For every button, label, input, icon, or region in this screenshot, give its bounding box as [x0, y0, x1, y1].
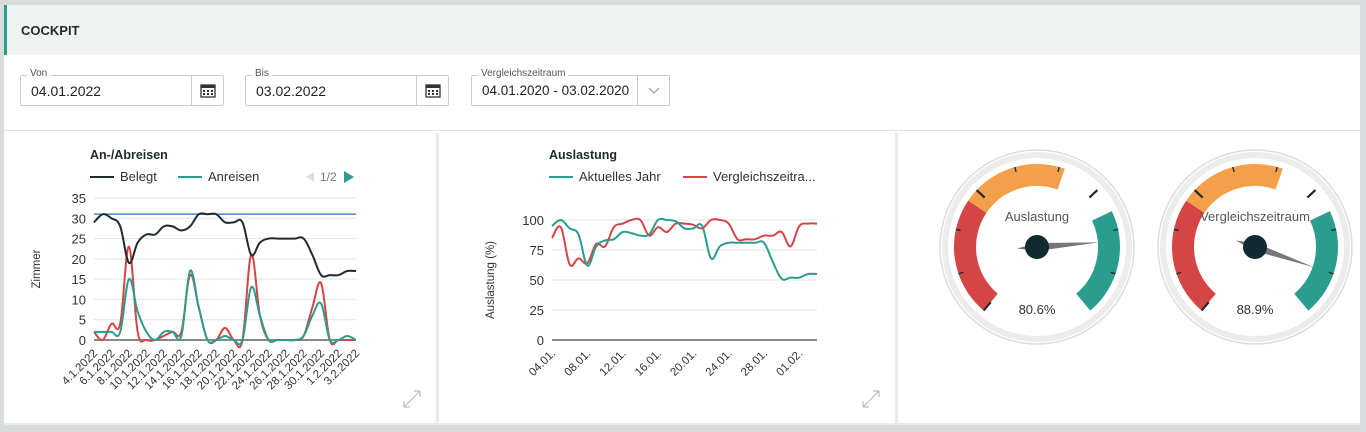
- x-tick-label: 01.02.: [774, 348, 805, 379]
- gauge-auslastung: Auslastung 80.6%: [939, 149, 1135, 345]
- series-line-belegt: [93, 212, 357, 278]
- gauge-tick: [1328, 271, 1334, 275]
- y-tick-label: 75: [530, 243, 544, 258]
- gauge-tick: [1110, 271, 1116, 275]
- gauge-tick: [1176, 271, 1182, 275]
- y-tick-label: 50: [530, 273, 544, 288]
- gauge-value: 88.9%: [1237, 302, 1274, 317]
- legend-label: Aktuelles Jahr: [579, 169, 661, 184]
- chevron-down-icon[interactable]: [637, 76, 669, 105]
- series-line-abreisen: [93, 245, 356, 349]
- gauge-band: [968, 164, 1065, 214]
- legend-prev-icon[interactable]: [306, 172, 314, 182]
- von-value[interactable]: 04.01.2022: [31, 82, 102, 99]
- gauge-vergleichszeitraum: Vergleichszeitraum 88.9%: [1157, 149, 1353, 345]
- gauge-tick: [1232, 166, 1235, 173]
- auslastung-panel: Auslastung Aktuelles Jahr Vergleichszeitra…: [439, 133, 895, 423]
- gauges-panel: Auslastung 80.6% Vergleichszeitraum 88.9%: [898, 133, 1360, 423]
- legend-label: Vergleichszeitra...: [713, 169, 816, 184]
- y-tick-label: 100: [522, 213, 544, 228]
- legend-label: Belegt: [120, 169, 157, 184]
- bis-value[interactable]: 03.02.2022: [256, 82, 327, 99]
- y-tick-label: 5: [79, 313, 86, 328]
- expand-icon[interactable]: [403, 390, 421, 408]
- y-tick-label: 25: [530, 303, 544, 318]
- von-label: Von: [27, 68, 51, 79]
- y-tick-label: 20: [72, 252, 86, 267]
- gauge-hub: [1025, 235, 1049, 259]
- gauge-tick: [1173, 228, 1179, 232]
- x-tick-label: 28.01.: [739, 348, 770, 379]
- y-axis-label: Zimmer: [31, 249, 43, 288]
- y-tick-label: 30: [72, 211, 86, 226]
- gauge-tick: [1275, 166, 1278, 173]
- legend-next-icon[interactable]: [344, 171, 354, 183]
- gauge-title: Vergleichszeitraum: [1200, 209, 1310, 224]
- x-tick-label: 24.01.: [704, 348, 735, 379]
- filter-bar: Von 04.01.2022 Bis 03.02.2022 Vergleichs…: [4, 55, 1360, 131]
- an-abreisen-panel: An-/Abreisen Belegt Anreisen 1/2 0 5 10 15 20 25 3…: [4, 133, 436, 423]
- bis-date-field[interactable]: Bis 03.02.2022: [245, 68, 449, 106]
- gauge-tick: [982, 301, 992, 312]
- legend-item[interactable]: Belegt: [90, 169, 157, 184]
- expand-icon[interactable]: [862, 390, 880, 408]
- legend-item[interactable]: Vergleichszeitra...: [683, 169, 816, 184]
- y-axis-label: Auslastung (%): [485, 241, 497, 319]
- chart-title: Auslastung: [549, 148, 617, 162]
- von-date-field[interactable]: Von 04.01.2022: [20, 68, 224, 106]
- y-tick-label: 15: [72, 272, 86, 287]
- legend-label: Anreisen: [208, 169, 259, 184]
- x-tick-label: 04.01.: [527, 348, 558, 379]
- gauge-hub: [1243, 235, 1267, 259]
- y-tick-label: 35: [72, 191, 86, 206]
- y-tick-label: 0: [79, 333, 86, 348]
- gauge-band: [1186, 164, 1283, 214]
- gauge-tick: [1331, 228, 1337, 232]
- gauge-tick: [1200, 301, 1210, 312]
- gauge-tick: [1193, 189, 1204, 199]
- legend-item[interactable]: Anreisen: [178, 169, 259, 184]
- x-tick-label: 12.01.: [598, 348, 629, 379]
- vergleich-label: Vergleichszeitraum: [478, 68, 569, 79]
- gauge-tick: [1057, 166, 1060, 173]
- y-tick-label: 10: [72, 292, 86, 307]
- gauge-tick: [1306, 189, 1317, 199]
- y-tick-label: 25: [72, 232, 86, 247]
- calendar-icon[interactable]: [191, 76, 223, 105]
- gauge-tick: [1014, 166, 1017, 173]
- series-line-aktuelles-jahr: [551, 217, 818, 281]
- gauge-title: Auslastung: [1005, 209, 1069, 224]
- series-line-vergleichszeitraum: [551, 217, 818, 267]
- legend-page: 1/2: [320, 170, 337, 184]
- gauge-tick: [955, 228, 961, 232]
- page-title: COCKPIT: [4, 5, 1360, 55]
- y-tick-label: 0: [537, 333, 544, 348]
- bis-label: Bis: [252, 68, 272, 79]
- calendar-icon[interactable]: [416, 76, 448, 105]
- chart-title: An-/Abreisen: [90, 148, 168, 162]
- x-tick-label: 16.01.: [633, 348, 664, 379]
- gauge-tick: [975, 189, 986, 199]
- vergleichszeitraum-select[interactable]: Vergleichszeitraum 04.01.2020 - 03.02.20…: [471, 68, 670, 106]
- legend-item[interactable]: Aktuelles Jahr: [549, 169, 661, 184]
- gauge-tick: [1088, 189, 1099, 199]
- x-tick-label: 20.01.: [668, 348, 699, 379]
- gauge-band: [1075, 211, 1120, 311]
- gauge-band: [1293, 211, 1338, 311]
- vergleich-value: 04.01.2020 - 03.02.2020: [482, 83, 630, 98]
- x-tick-label: 08.01.: [562, 348, 593, 379]
- gauge-band: [954, 200, 999, 311]
- gauge-value: 80.6%: [1019, 302, 1056, 317]
- gauge-band: [1172, 200, 1217, 311]
- cockpit-window: COCKPIT Von 04.01.2022 Bis 03.02.2022 Ve…: [4, 5, 1360, 425]
- gauge-tick: [1113, 228, 1119, 232]
- gauge-tick: [958, 271, 964, 275]
- series-line-anreisen: [94, 269, 357, 346]
